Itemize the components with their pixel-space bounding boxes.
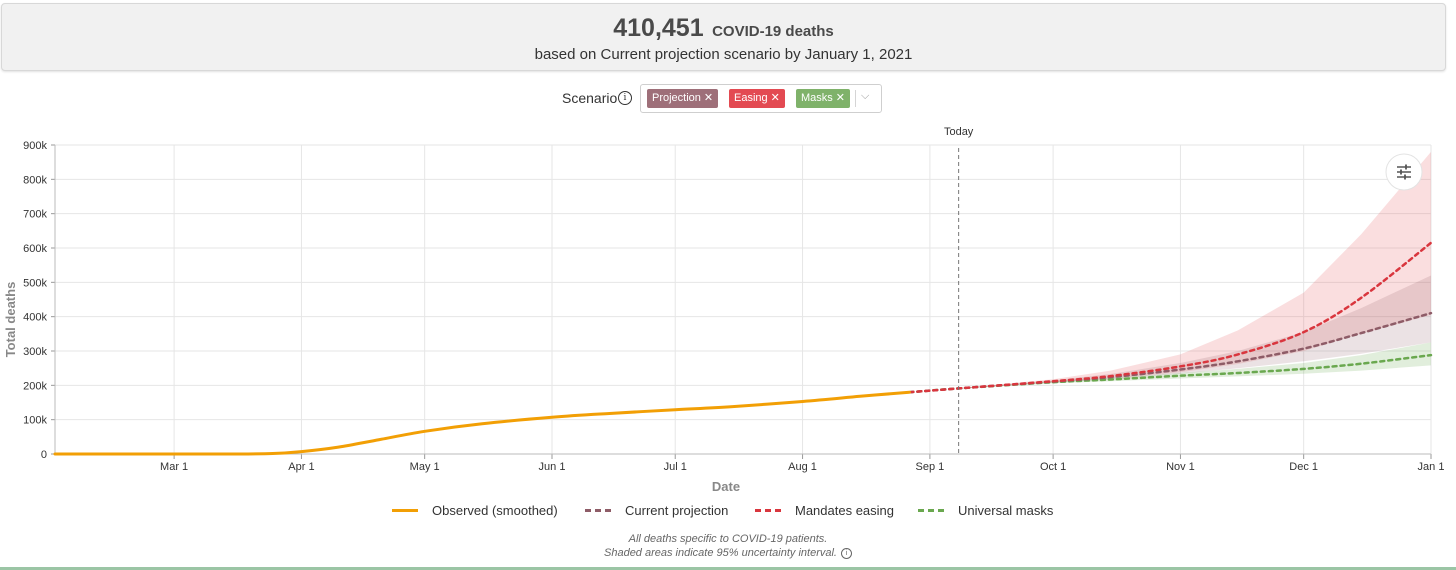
info-icon[interactable]: i bbox=[618, 91, 632, 105]
legend-observed[interactable]: Observed (smoothed) bbox=[392, 503, 558, 518]
y-axis-title: Total deaths bbox=[3, 282, 18, 358]
x-tick-label: Apr 1 bbox=[288, 461, 314, 473]
band-mandates-easing bbox=[958, 151, 1431, 389]
y-tick-label: 100k bbox=[23, 415, 47, 427]
select-divider bbox=[855, 90, 856, 107]
close-icon[interactable]: ✕ bbox=[770, 92, 780, 104]
series-line-mandates-easing bbox=[908, 241, 1433, 394]
deaths-chart: 0 100k 200k 300k 400k 500k 600k 700k 800k 900k Mar… bbox=[3, 126, 1445, 494]
x-tick-label: Mar 1 bbox=[160, 461, 188, 473]
chip-easing[interactable]: Easing ✕ bbox=[729, 89, 785, 108]
x-tick-label: Jun 1 bbox=[539, 461, 566, 473]
series-line-observed-smoothed bbox=[53, 390, 911, 456]
bottom-divider bbox=[0, 567, 1456, 570]
footnote-line-1: All deaths specific to COVID-19 patients… bbox=[628, 533, 828, 545]
y-tick-label: 600k bbox=[23, 243, 47, 255]
band-current-projection bbox=[958, 275, 1431, 389]
x-tick-label: Jul 1 bbox=[664, 461, 687, 473]
legend-label-universal-masks: Universal masks bbox=[958, 503, 1054, 518]
x-tick-label: Nov 1 bbox=[1166, 461, 1195, 473]
sliders-icon[interactable] bbox=[1397, 164, 1411, 180]
chip-masks-label: Masks bbox=[801, 92, 833, 104]
footnote-line-2: Shaded areas indicate 95% uncertainty in… bbox=[0, 547, 1456, 559]
scenario-multiselect[interactable]: Projection ✕ Easing ✕ Masks ✕ ⌵ bbox=[640, 84, 882, 113]
scenario-selector-row: Scenario i Projection ✕ Easing ✕ Masks ✕ ⌵ bbox=[0, 84, 1456, 114]
chip-easing-label: Easing bbox=[734, 92, 768, 104]
summary-subtitle: based on Current projection scenario by … bbox=[534, 46, 913, 63]
today-marker-label: Today bbox=[944, 126, 974, 138]
legend-swatch-mandates-easing bbox=[755, 509, 781, 512]
scenario-label: Scenario bbox=[562, 90, 618, 106]
death-count-label: COVID-19 deaths bbox=[712, 23, 834, 40]
death-count: 410,451 bbox=[613, 14, 704, 42]
x-axis-title: Date bbox=[712, 479, 740, 494]
y-tick-label: 0 bbox=[41, 449, 47, 461]
legend-swatch-universal-masks bbox=[918, 509, 944, 512]
chevron-down-icon[interactable]: ⌵ bbox=[861, 90, 870, 102]
x-tick-label: Dec 1 bbox=[1289, 461, 1318, 473]
footnote-line-2-text: Shaded areas indicate 95% uncertainty in… bbox=[604, 547, 837, 559]
y-tick-label: 900k bbox=[23, 140, 47, 152]
summary-banner: 410,451 COVID-19 deaths based on Current… bbox=[1, 3, 1446, 71]
close-icon[interactable]: ✕ bbox=[703, 92, 714, 104]
chart-settings-button[interactable] bbox=[1385, 153, 1423, 191]
legend-label-mandates-easing: Mandates easing bbox=[795, 503, 895, 518]
y-tick-label: 300k bbox=[23, 346, 47, 358]
legend-label-current-projection: Current projection bbox=[625, 503, 729, 518]
legend-swatch-observed bbox=[392, 509, 418, 512]
close-icon[interactable]: ✕ bbox=[835, 92, 845, 104]
legend-current-projection[interactable]: Current projection bbox=[585, 503, 728, 518]
legend-mandates-easing[interactable]: Mandates easing bbox=[755, 503, 894, 518]
x-tick-label: May 1 bbox=[410, 461, 440, 473]
x-tick-label: Sep 1 bbox=[916, 461, 945, 473]
x-tick-label: Aug 1 bbox=[788, 461, 817, 473]
info-icon[interactable]: i bbox=[840, 547, 852, 559]
chip-projection[interactable]: Projection ✕ bbox=[647, 89, 719, 108]
y-tick-label: 200k bbox=[23, 380, 47, 392]
legend-label-observed: Observed (smoothed) bbox=[432, 503, 558, 518]
x-tick-label: Jan 1 bbox=[1418, 461, 1445, 473]
y-tick-label: 700k bbox=[23, 209, 47, 221]
chip-masks[interactable]: Masks ✕ bbox=[796, 89, 850, 108]
chart-legend: Observed (smoothed) Current projection M… bbox=[0, 503, 1456, 521]
summary-headline: 410,451 COVID-19 deaths bbox=[2, 14, 1445, 43]
y-tick-label: 500k bbox=[23, 277, 47, 289]
chip-projection-label: Projection bbox=[652, 92, 701, 104]
series-line-universal-masks bbox=[908, 353, 1433, 394]
x-tick-label: Oct 1 bbox=[1040, 461, 1066, 473]
legend-swatch-current-projection bbox=[585, 509, 611, 512]
y-tick-label: 800k bbox=[23, 174, 47, 186]
y-tick-label: 400k bbox=[23, 312, 47, 324]
series-line-current-projection bbox=[908, 311, 1433, 394]
legend-universal-masks[interactable]: Universal masks bbox=[918, 503, 1053, 518]
